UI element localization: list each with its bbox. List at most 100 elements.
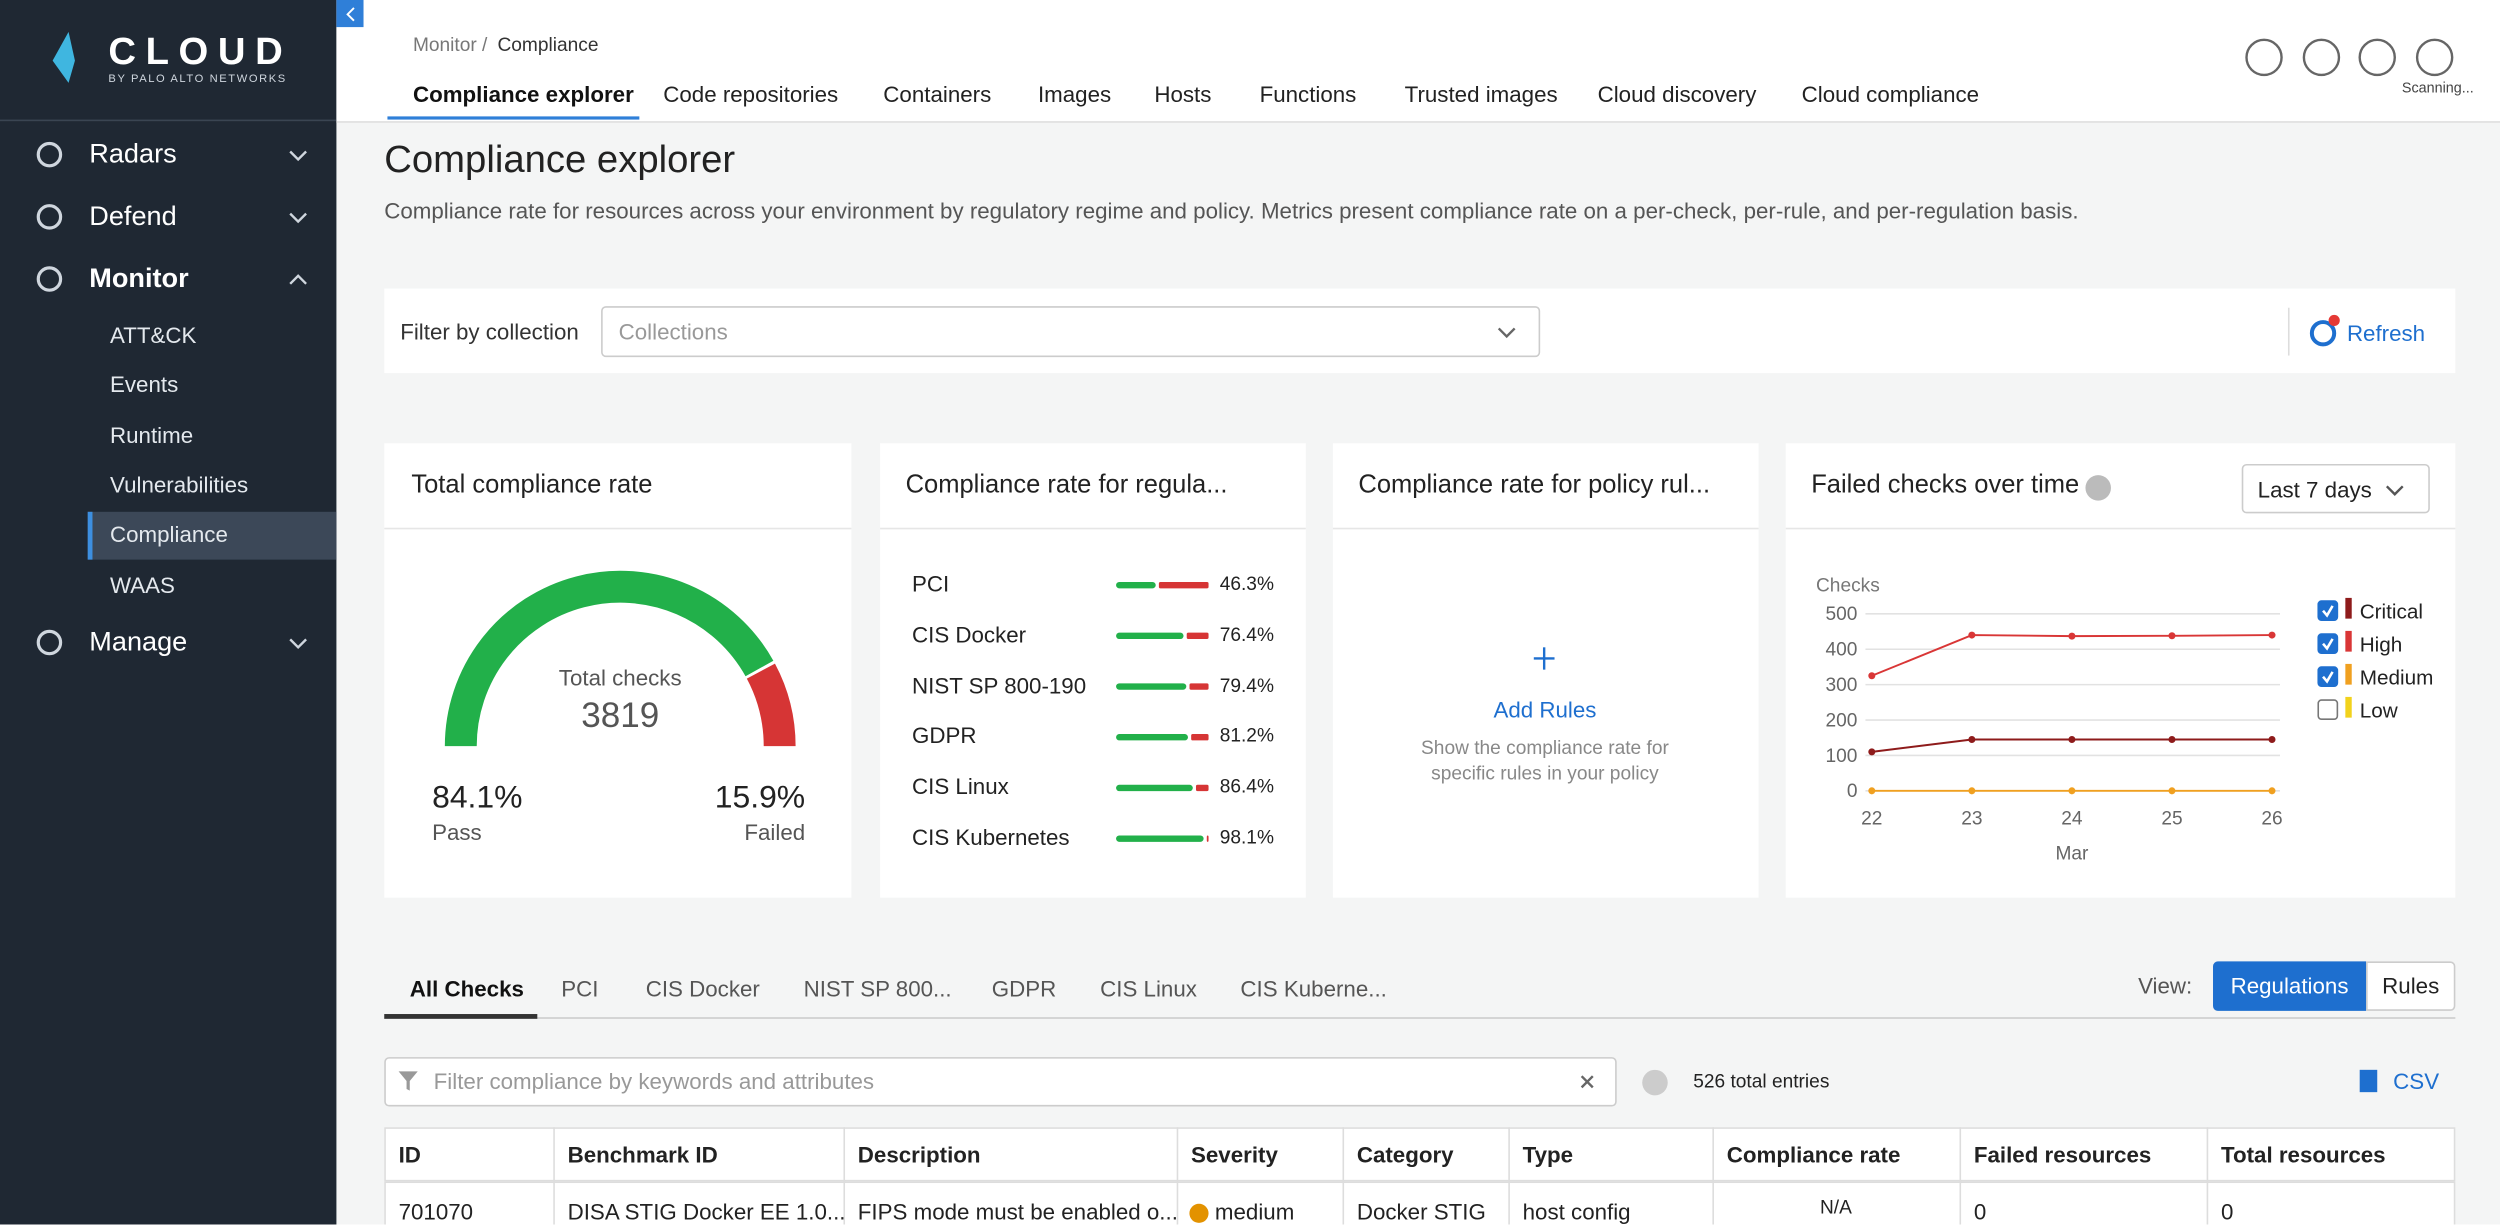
series-point xyxy=(1868,672,1876,680)
header-tab[interactable]: Hosts xyxy=(1154,81,1212,107)
pass-bar xyxy=(1116,581,1156,589)
nav-icon xyxy=(36,266,63,292)
column-header[interactable]: ID xyxy=(398,1141,421,1168)
nav-icon xyxy=(36,204,63,230)
series-point xyxy=(2168,632,2176,640)
nav-item[interactable]: Defend xyxy=(89,200,177,232)
column-divider xyxy=(1342,1127,1345,1225)
view-toggle[interactable] xyxy=(2213,961,2367,1011)
sub-nav-item[interactable]: Vulnerabilities xyxy=(110,471,249,498)
nav-item[interactable]: Radars xyxy=(89,138,177,170)
sub-nav-item[interactable]: Runtime xyxy=(110,421,194,448)
regulation-tab[interactable]: All Checks xyxy=(409,975,524,1002)
regulation-rate: 76.4% xyxy=(1219,623,1274,646)
card-divider xyxy=(384,527,852,530)
column-header[interactable]: Total resources xyxy=(2220,1141,2386,1168)
refresh-button[interactable]: Refresh xyxy=(2346,320,2426,346)
series-point xyxy=(2068,735,2076,744)
table-cell: host config xyxy=(1522,1198,1631,1225)
column-header[interactable]: Description xyxy=(857,1141,981,1168)
column-header[interactable]: Failed resources xyxy=(1973,1141,2152,1168)
collapse-arrow xyxy=(346,7,355,22)
chevron xyxy=(289,150,307,162)
active-tab-underline xyxy=(384,1014,538,1019)
header-tab[interactable]: Trusted images xyxy=(1404,81,1558,107)
range-select-text: Last 7 days xyxy=(2257,476,2372,503)
csv-export[interactable]: CSV xyxy=(2393,1068,2440,1094)
column-header[interactable]: Severity xyxy=(1191,1141,1278,1168)
fail-bar xyxy=(1191,734,1209,741)
header-tab[interactable]: Compliance explorer xyxy=(412,81,634,107)
header-tab[interactable]: Cloud compliance xyxy=(1801,81,1980,107)
column-header[interactable]: Compliance rate xyxy=(1726,1141,1901,1168)
y-tick-label: 500 xyxy=(1826,604,1858,625)
sub-nav-item[interactable]: ATT&CK xyxy=(110,322,197,348)
card-title: Compliance rate for regula... xyxy=(905,471,1228,500)
series-point xyxy=(2268,787,2276,795)
nav-item[interactable]: Monitor xyxy=(89,263,189,294)
gauge-segment xyxy=(444,570,774,747)
view-option[interactable]: Rules xyxy=(2382,972,2440,999)
regulation-tab[interactable]: CIS Linux xyxy=(1100,975,1197,1002)
column-divider xyxy=(843,1127,846,1225)
x-tick-label: 23 xyxy=(1961,808,1982,829)
card xyxy=(1785,443,2456,898)
failed-value: 15.9% xyxy=(714,780,806,816)
clear-icon xyxy=(1580,1075,1594,1089)
header-icon xyxy=(2302,38,2341,77)
search-box[interactable] xyxy=(384,1057,1617,1107)
header-tab[interactable]: Cloud discovery xyxy=(1597,81,1757,107)
sub-nav-item[interactable]: Compliance xyxy=(110,521,228,548)
collection-select[interactable] xyxy=(601,306,1541,358)
nav-item[interactable]: Manage xyxy=(89,626,188,657)
series-point xyxy=(1868,787,1876,795)
collection-placeholder: Collections xyxy=(618,318,728,345)
regulation-tab[interactable]: NIST SP 800... xyxy=(803,975,952,1002)
filter-icon xyxy=(398,1071,418,1091)
header-tab[interactable]: Images xyxy=(1037,81,1112,107)
x-tick-label: 24 xyxy=(2061,808,2083,829)
logo: CLOUD xyxy=(108,30,293,74)
column-divider xyxy=(1508,1127,1510,1225)
regulation-tab[interactable]: PCI xyxy=(561,975,599,1002)
y-axis-label: Checks xyxy=(1816,576,1880,597)
column-header[interactable]: Type xyxy=(1522,1141,1574,1168)
view-toggle[interactable] xyxy=(2366,961,2456,1011)
header-icon xyxy=(2245,38,2283,77)
y-tick-label: 200 xyxy=(1826,710,1858,731)
add-rules-hint: Show the compliance rate for specific ru… xyxy=(1421,736,1669,785)
refresh-badge xyxy=(2328,314,2340,327)
regulation-tab[interactable]: CIS Docker xyxy=(645,975,760,1002)
range-select[interactable] xyxy=(2241,463,2430,514)
legend-swatch xyxy=(2345,663,2352,685)
regulation-tab[interactable]: CIS Kuberne... xyxy=(1240,975,1387,1002)
table-cell: FIPS mode must be enabled o... xyxy=(857,1198,1178,1225)
header-icon xyxy=(2358,38,2396,77)
column-header[interactable]: Benchmark ID xyxy=(567,1141,718,1168)
sub-nav-item[interactable]: Events xyxy=(110,371,179,398)
refresh-icon xyxy=(2309,320,2337,347)
add-rules-link[interactable]: Add Rules xyxy=(1493,696,1597,723)
x-axis-label: Mar xyxy=(2055,843,2089,864)
column-divider xyxy=(553,1127,555,1225)
legend-checkbox xyxy=(2317,666,2339,688)
series-point xyxy=(2068,787,2076,795)
legend-checkbox xyxy=(2317,699,2339,721)
view-label: View: xyxy=(2138,972,2193,999)
pass-label: Pass xyxy=(432,819,482,846)
header-tab[interactable]: Functions xyxy=(1259,81,1357,107)
checks-label: Total checks xyxy=(558,664,682,691)
column-header[interactable]: Category xyxy=(1356,1141,1454,1168)
tabs-baseline xyxy=(384,1017,2456,1019)
regulation-tab[interactable]: GDPR xyxy=(991,975,1057,1002)
legend-label: Medium xyxy=(2360,667,2434,690)
collapse-button[interactable] xyxy=(336,0,364,28)
sub-nav-item[interactable]: WAAS xyxy=(110,571,175,598)
header-tab[interactable]: Containers xyxy=(883,81,992,107)
severity-dot xyxy=(1189,1203,1209,1223)
nav-icon xyxy=(36,141,63,168)
view-option[interactable]: Regulations xyxy=(2230,972,2349,999)
table-cell: medium xyxy=(1214,1198,1295,1225)
header-tab[interactable]: Code repositories xyxy=(663,81,839,107)
